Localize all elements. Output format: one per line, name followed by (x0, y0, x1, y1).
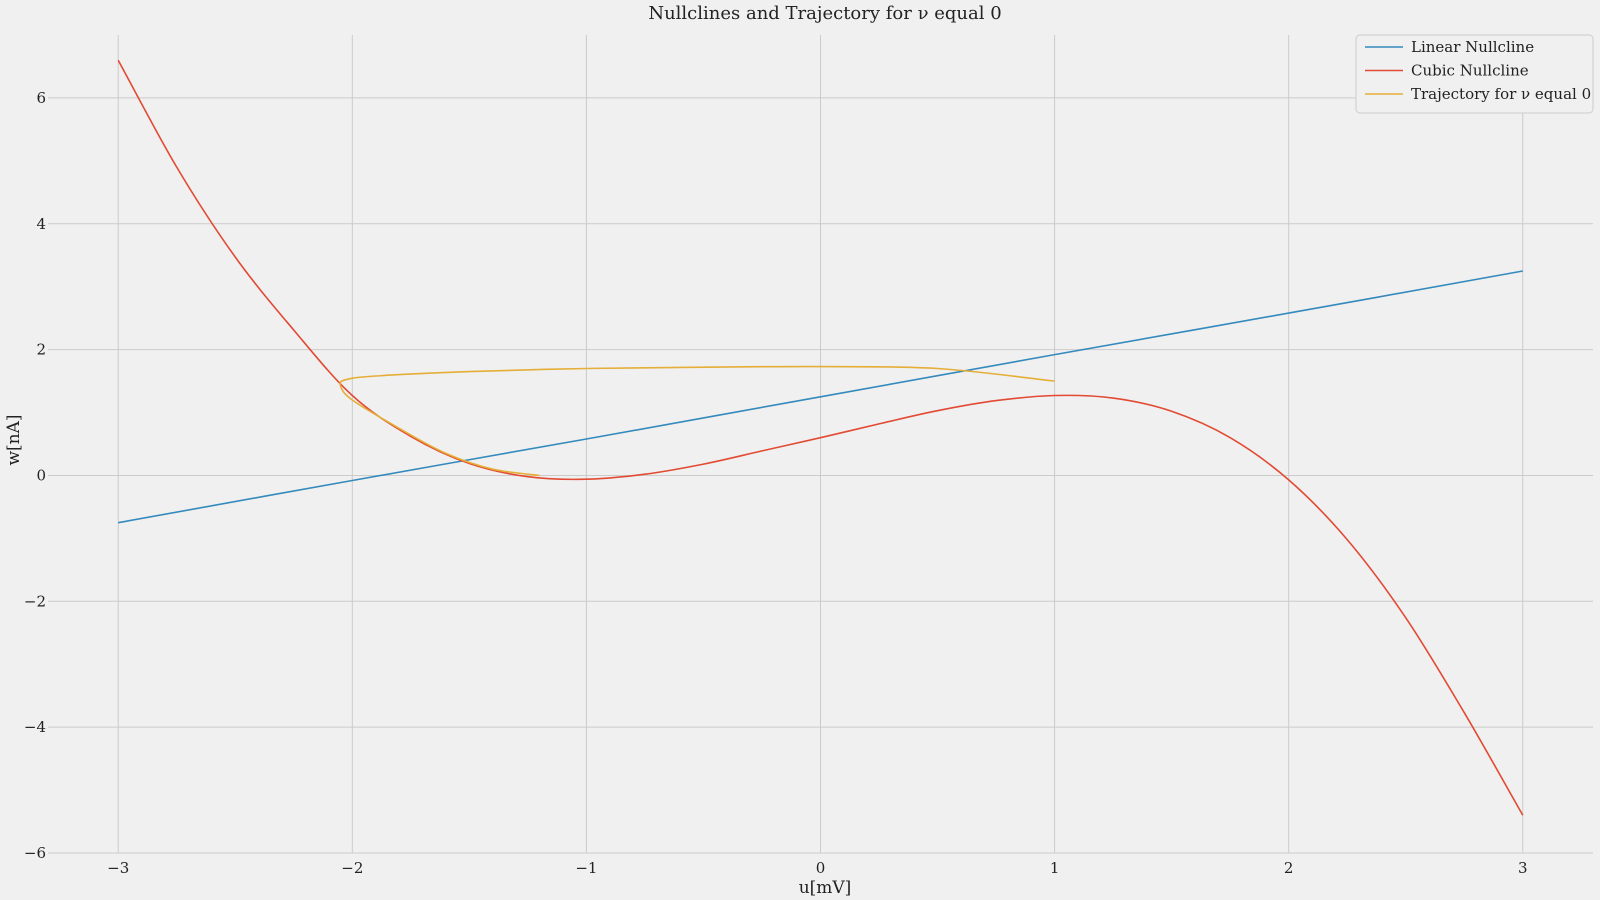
y-tick-label: 0 (36, 466, 46, 484)
x-tick-label: −3 (107, 859, 129, 877)
legend-label-cubic-nullcline: Cubic Nullcline (1411, 62, 1529, 80)
legend-box (1355, 34, 1594, 114)
chart-title: Nullclines and Trajectory for ν equal 0 (648, 3, 1001, 24)
legend-label-linear-nullcline: Linear Nullcline (1411, 38, 1534, 56)
y-tick-label: 2 (36, 341, 46, 359)
x-tick-label: −2 (341, 859, 363, 877)
x-tick-label: 2 (1284, 859, 1294, 877)
x-tick-label: 1 (1050, 859, 1060, 877)
legend: Linear Nullcline Cubic Nullcline Trajector… (1355, 34, 1594, 114)
legend-label-trajectory-for-equal-0: Trajectory for ν equal 0 (1411, 85, 1591, 103)
series-lines (117, 59, 1524, 816)
y-tick-label: −2 (24, 592, 46, 610)
x-tick-label: 0 (816, 859, 826, 877)
tick-labels: −3 −2 −1 0 1 2 3 −6 −4 −2 0 2 4 6 (24, 89, 1528, 877)
x-tick-label: −1 (575, 859, 597, 877)
y-tick-label: 6 (36, 89, 46, 107)
x-tick-label: 3 (1518, 859, 1528, 877)
linear-nullcline-line (118, 270, 1523, 524)
trajectory-for-equal-0-line (339, 365, 1055, 477)
y-tick-label: −4 (24, 718, 46, 736)
cubic-nullcline-line (117, 59, 1524, 816)
grid (48, 35, 1593, 854)
y-tick-label: 4 (36, 215, 46, 233)
y-axis-label: w[nA] (4, 414, 24, 465)
y-tick-label: −6 (24, 844, 46, 862)
x-axis-label: u[mV] (799, 878, 852, 898)
